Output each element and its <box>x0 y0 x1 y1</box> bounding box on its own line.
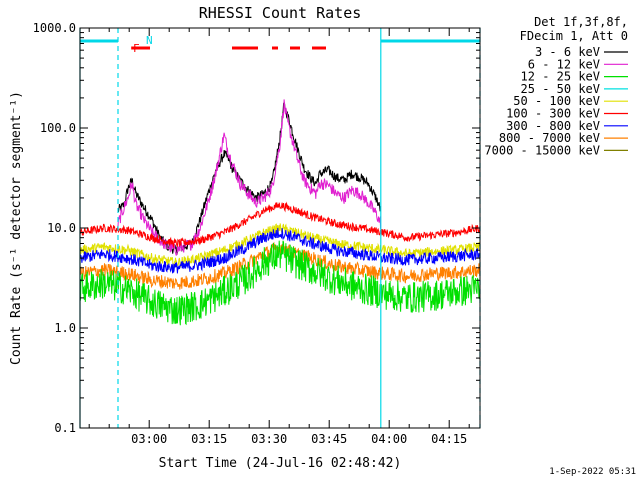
legend-label-3-6-kev: 3 - 6 keV <box>535 45 600 59</box>
x-tick-label-4: 04:00 <box>371 432 407 446</box>
legend: Det 1f,3f,8f, FDecim 1, Att 0 3 - 6 keV6… <box>484 15 628 157</box>
series-line-300-800-kev <box>79 227 481 274</box>
legend-label-6-12-kev: 6 - 12 keV <box>528 57 600 71</box>
flag-n-label: N <box>146 34 153 47</box>
plot-series <box>79 99 481 326</box>
flag-f-label: F <box>133 42 140 55</box>
y-tick-label-0: 0.1 <box>54 421 76 435</box>
legend-label-100-300-kev: 100 - 300 keV <box>506 107 600 121</box>
series-line-12-25-kev <box>79 240 481 326</box>
y-tick-label-1: 1.0 <box>54 321 76 335</box>
x-tick-label-0: 03:00 <box>131 432 167 446</box>
x-tick-label-3: 03:45 <box>311 432 347 446</box>
y-tick-label-3: 100.0 <box>40 121 76 135</box>
y-axis-label: Count Rate (s⁻¹ detector segment⁻¹) <box>9 91 24 365</box>
y-tick-label-2: 10.0 <box>47 221 76 235</box>
x-tick-label-5: 04:15 <box>431 432 467 446</box>
y-axis: 0.1 1.0 10.0 100.0 1000.0 <box>33 21 480 435</box>
series-line-6-12-kev <box>117 99 382 256</box>
legend-label-50-100-kev: 50 - 100 keV <box>513 94 600 108</box>
footer-timestamp: 1-Sep-2022 05:31 <box>549 467 636 477</box>
legend-label-25-50-kev: 25 - 50 keV <box>521 82 600 96</box>
x-axis: 03:00 03:15 03:30 03:45 04:00 04:15 <box>88 28 470 446</box>
legend-label-12-25-kev: 12 - 25 keV <box>521 70 600 84</box>
legend-label-7000-15000-kev: 7000 - 15000 keV <box>484 143 600 157</box>
chart-title: RHESSI Count Rates <box>199 4 362 22</box>
series-line-3-6-kev <box>117 100 382 255</box>
x-tick-label-1: 03:15 <box>191 432 227 446</box>
x-axis-label: Start Time (24-Jul-16 02:48:42) <box>159 456 402 471</box>
legend-label-800-7000-kev: 800 - 7000 keV <box>499 131 600 145</box>
x-tick-label-2: 03:30 <box>251 432 287 446</box>
legend-header-line-2: FDecim 1, Att 0 <box>520 29 628 43</box>
y-tick-label-4: 1000.0 <box>33 21 76 35</box>
legend-header-line-1: Det 1f,3f,8f, <box>534 15 628 29</box>
legend-label-300-800-kev: 300 - 800 keV <box>506 119 600 133</box>
series-line-100-300-kev <box>79 201 481 249</box>
